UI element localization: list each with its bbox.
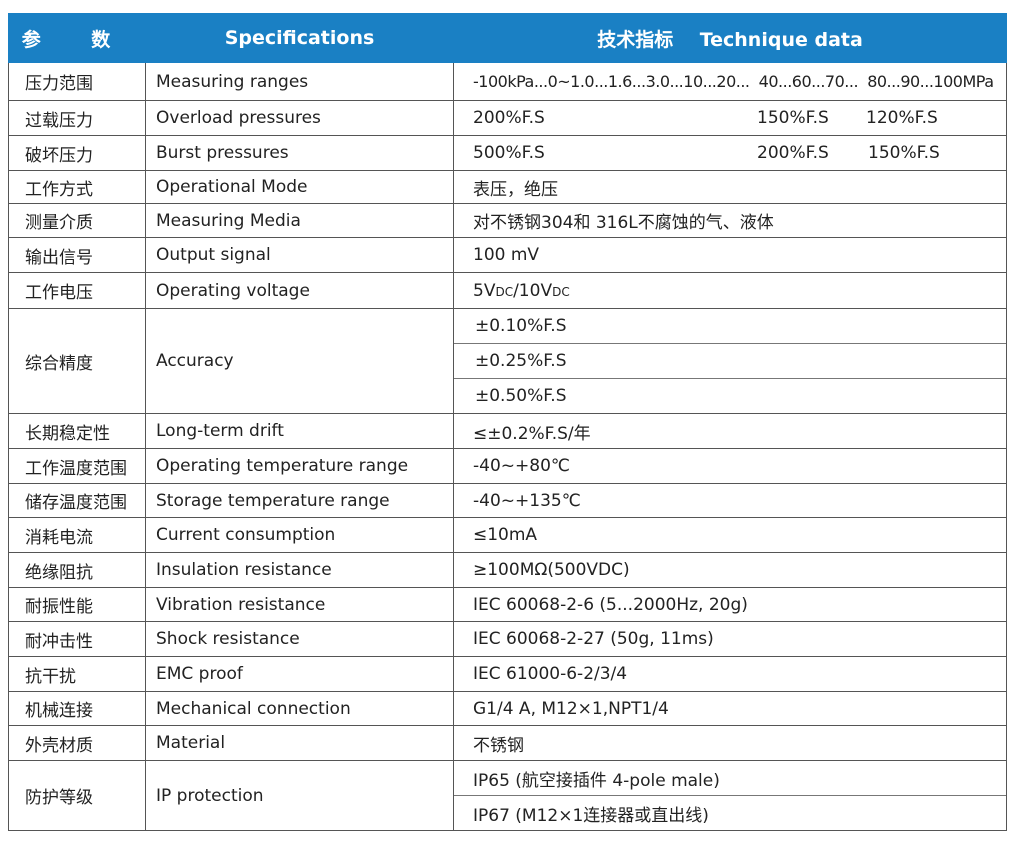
param-cn: 绝缘阻抗 [8, 552, 146, 588]
value-item: ±0.10%F.S [454, 309, 1006, 344]
param-cn: 工作方式 [8, 170, 146, 204]
param-cn: 耐振性能 [8, 587, 146, 622]
param-cn: 抗干扰 [8, 656, 146, 692]
param-value: ±0.10%F.S ±0.25%F.S ±0.50%F.S [453, 308, 1007, 414]
table-row: 外壳材质 Material 不锈钢 [8, 725, 1007, 761]
param-cn: 综合精度 [8, 308, 146, 414]
param-en: Burst pressures [145, 135, 454, 171]
table-row: 破坏压力 Burst pressures 500%F.S 200%F.S 150%F.S [8, 135, 1007, 171]
table-row: 防护等级 IP protection IP65 (航空接插件 4-pole male… [8, 760, 1007, 831]
table-header: 参 数 Specifications 技术指标 Technique data [8, 13, 1007, 63]
param-en: Measuring Media [145, 203, 454, 238]
param-cn: 测量介质 [8, 203, 146, 238]
param-cn: 输出信号 [8, 237, 146, 273]
param-cn: 耐冲击性 [8, 621, 146, 657]
table-row: 综合精度 Accuracy ±0.10%F.S ±0.25%F.S ±0.50%F.S [8, 308, 1007, 414]
param-value: IEC 60068-2-6 (5...2000Hz, 20g) [453, 587, 1007, 622]
param-en: Measuring ranges [145, 62, 454, 101]
param-en: Shock resistance [145, 621, 454, 657]
param-value: 100 mV [453, 237, 1007, 273]
table-row: 绝缘阻抗 Insulation resistance ≥100MΩ(500VDC) [8, 552, 1007, 588]
value-item: IP67 (M12×1连接器或直出线) [473, 805, 709, 826]
param-value: ≤±0.2%F.S/年 [453, 413, 1007, 449]
param-en: EMC proof [145, 656, 454, 692]
value-item: 150%F.S [868, 143, 940, 163]
value-item: 500%F.S [473, 143, 545, 163]
param-cn: 长期稳定性 [8, 413, 146, 449]
param-value: 500%F.S 200%F.S 150%F.S [453, 135, 1007, 171]
param-cn: 工作电压 [8, 272, 146, 309]
table-row: 耐振性能 Vibration resistance IEC 60068-2-6 (5… [8, 587, 1007, 622]
table-row: 输出信号 Output signal 100 mV [8, 237, 1007, 273]
table-row: 过载压力 Overload pressures 200%F.S 150%F.S 120%… [8, 100, 1007, 136]
param-cn: 压力范围 [8, 62, 146, 101]
param-value: -40~+80℃ [453, 448, 1007, 484]
param-value: IEC 61000-6-2/3/4 [453, 656, 1007, 692]
table-row: 抗干扰 EMC proof IEC 61000-6-2/3/4 [8, 656, 1007, 692]
value-item: 200%F.S [473, 108, 545, 128]
param-value: 表压，绝压 [453, 170, 1007, 204]
param-en: Long-term drift [145, 413, 454, 449]
param-value: -100kPa...0~1.0...1.6...3.0...10...20...… [453, 62, 1007, 101]
value-item: 150%F.S [757, 108, 829, 128]
param-cn: 消耗电流 [8, 517, 146, 553]
table-row: 耐冲击性 Shock resistance IEC 60068-2-27 (50g,… [8, 621, 1007, 657]
table-row: 消耗电流 Current consumption ≤10mA [8, 517, 1007, 553]
param-value: 对不锈钢304和 316L不腐蚀的气、液体 [453, 203, 1007, 238]
table-row: 机械连接 Mechanical connection G1/4 A, M12×1,N… [8, 691, 1007, 726]
table-row: 压力范围 Measuring ranges -100kPa...0~1.0...1.… [8, 62, 1007, 101]
param-cn: 防护等级 [8, 760, 146, 831]
param-en: Overload pressures [145, 100, 454, 136]
param-en: IP protection [145, 760, 454, 831]
param-cn: 储存温度范围 [8, 483, 146, 518]
param-cn: 过载压力 [8, 100, 146, 136]
param-en: Output signal [145, 237, 454, 273]
spec-table: 参 数 Specifications 技术指标 Technique data 压… [8, 13, 1007, 831]
param-en: Mechanical connection [145, 691, 454, 726]
param-en: Material [145, 725, 454, 761]
param-value: ≥100MΩ(500VDC) [453, 552, 1007, 588]
param-value: 5VDC/10VDC [453, 272, 1007, 309]
param-value: IP65 (航空接插件 4-pole male) IP67 (M12×1连接器或直… [453, 760, 1007, 831]
param-en: Accuracy [145, 308, 454, 414]
param-value: 不锈钢 [453, 725, 1007, 761]
param-cn: 破坏压力 [8, 135, 146, 171]
param-value: -40~+135℃ [453, 483, 1007, 518]
param-value: 200%F.S 150%F.S 120%F.S [453, 100, 1007, 136]
param-cn: 外壳材质 [8, 725, 146, 761]
value-item: IP65 (航空接插件 4-pole male) [454, 761, 1006, 796]
param-en: Current consumption [145, 517, 454, 553]
header-params-label: 参 数 [21, 28, 133, 51]
value-item: ±0.25%F.S [454, 344, 1006, 379]
param-en: Insulation resistance [145, 552, 454, 588]
table-row: 工作温度范围 Operating temperature range -40~+80… [8, 448, 1007, 484]
table-row: 测量介质 Measuring Media 对不锈钢304和 316L不腐蚀的气、液体 [8, 203, 1007, 238]
header-technique-cn: 技术指标 [597, 28, 674, 51]
param-en: Operational Mode [145, 170, 454, 204]
table-row: 储存温度范围 Storage temperature range -40~+135℃ [8, 483, 1007, 518]
param-en: Storage temperature range [145, 483, 454, 518]
param-cn: 机械连接 [8, 691, 146, 726]
param-cn: 工作温度范围 [8, 448, 146, 484]
param-value: IEC 60068-2-27 (50g, 11ms) [453, 621, 1007, 657]
header-specifications: Specifications [145, 13, 454, 63]
param-value: ≤10mA [453, 517, 1007, 553]
table-row: 工作方式 Operational Mode 表压，绝压 [8, 170, 1007, 204]
value-item: 200%F.S [757, 143, 829, 163]
header-technique-data: 技术指标 Technique data [453, 13, 1007, 63]
header-params: 参 数 [8, 13, 146, 63]
param-en: Vibration resistance [145, 587, 454, 622]
value-item: ±0.50%F.S [475, 386, 567, 406]
table-row: 长期稳定性 Long-term drift ≤±0.2%F.S/年 [8, 413, 1007, 449]
param-value: G1/4 A, M12×1,NPT1/4 [453, 691, 1007, 726]
header-technique-en: Technique data [699, 28, 863, 51]
param-en: Operating temperature range [145, 448, 454, 484]
param-en: Operating voltage [145, 272, 454, 309]
value-item: 120%F.S [866, 108, 938, 128]
table-row: 工作电压 Operating voltage 5VDC/10VDC [8, 272, 1007, 309]
